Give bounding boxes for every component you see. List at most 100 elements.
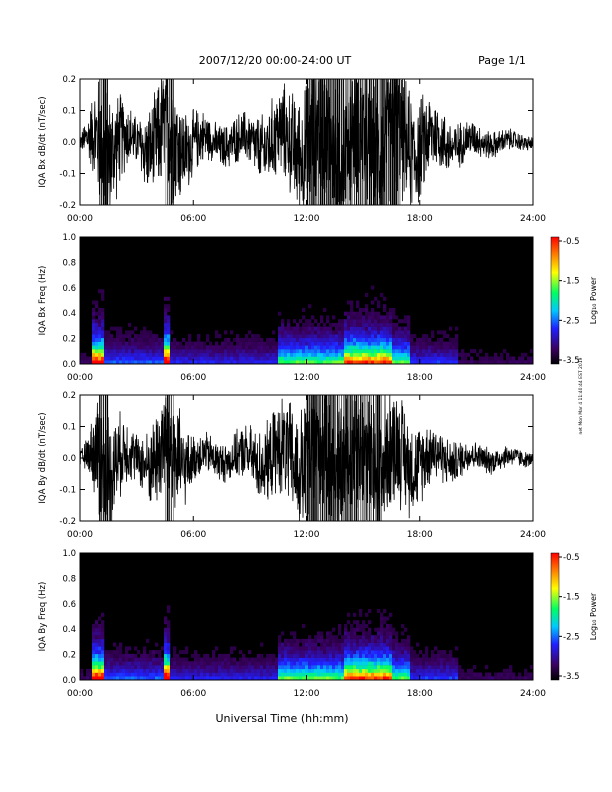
spectrogram-cell (377, 319, 381, 324)
spectrogram-cell (140, 341, 144, 346)
spectrogram-cell (227, 360, 231, 365)
spectrogram-cell (227, 676, 231, 681)
spectrogram-cell (206, 356, 210, 361)
spectrogram-cell (146, 638, 150, 643)
spectrogram-cell (302, 330, 306, 335)
spectrogram-cell (200, 668, 204, 673)
y-tick-label: -0.2 (59, 201, 76, 211)
series-bx-timeseries (79, 78, 534, 206)
spectrogram-cell (371, 285, 375, 290)
spectrogram-cell (359, 334, 363, 339)
spectrogram-cell (380, 326, 384, 331)
spectrogram-cell (359, 322, 363, 327)
spectrogram-cell (167, 609, 171, 613)
spectrogram-cell (365, 653, 369, 658)
spectrogram-cell (410, 356, 414, 361)
spectrogram-cell (188, 676, 192, 681)
spectrogram-cell (248, 650, 252, 655)
spectrogram-cell (257, 676, 261, 681)
spectrogram-cell (185, 665, 189, 670)
spectrogram-cell (332, 322, 336, 327)
spectrogram-cell (386, 341, 390, 346)
spectrogram-cell (281, 631, 285, 636)
spectrogram-cell (488, 672, 492, 677)
spectrogram-cell (122, 334, 126, 339)
spectrogram-cell (488, 356, 492, 361)
spectrogram-cell (377, 345, 381, 350)
spectrogram-cell (296, 341, 300, 346)
spectrogram-cell (161, 337, 165, 342)
spectrogram-cell (329, 650, 333, 655)
spectrogram-cell (398, 676, 402, 681)
spectrogram-cell (101, 345, 105, 350)
spectrogram-cell (416, 349, 420, 354)
spectrogram-cell (314, 650, 318, 655)
spectrogram-cell (326, 635, 330, 640)
spectrogram-cell (251, 352, 255, 357)
spectrogram-cell (290, 665, 294, 670)
spectrogram-cell (362, 635, 366, 640)
spectrogram-cell (377, 657, 381, 662)
spectrogram-cell (320, 653, 324, 658)
spectrogram-cell (338, 668, 342, 673)
spectrogram-cell (446, 665, 450, 670)
spectrogram-cell (311, 345, 315, 350)
spectrogram-cell (350, 668, 354, 673)
spectrogram-cell (419, 650, 423, 655)
spectrogram-cell (263, 341, 267, 346)
spectrogram-cell (365, 319, 369, 324)
spectrogram-cell (392, 352, 396, 357)
spectrogram-cell (161, 352, 165, 357)
spectrogram-cell (518, 676, 522, 681)
spectrogram-cell (431, 334, 435, 339)
spectrogram-cell (149, 337, 153, 342)
spectrogram-cell (290, 631, 294, 636)
spectrogram-cell (287, 646, 291, 651)
spectrogram-cell (308, 672, 312, 677)
spectrogram-cell (266, 345, 270, 350)
spectrogram-cell (383, 360, 387, 365)
y-tick-label: 0.8 (62, 574, 76, 584)
spectrogram-cell (170, 356, 174, 361)
spectrogram-cell (113, 326, 117, 331)
spectrogram-cell (395, 360, 399, 365)
spectrogram-cell (134, 349, 138, 354)
spectrogram-cell (362, 337, 366, 342)
spectrogram-cell (410, 657, 414, 662)
spectrogram-cell (101, 642, 105, 647)
spectrogram-cell (353, 638, 357, 643)
spectrogram-cell (413, 352, 417, 357)
spectrogram-cell (200, 352, 204, 357)
spectrogram-cell (347, 334, 351, 339)
spectrogram-cell (389, 635, 393, 640)
spectrogram-cell (281, 668, 285, 673)
spectrogram-cell (404, 668, 408, 673)
spectrogram-cell (170, 349, 174, 354)
spectrogram-cell (140, 676, 144, 681)
spectrogram-cell (101, 289, 105, 294)
spectrogram-cell (290, 653, 294, 658)
spectrogram-cell (338, 638, 342, 643)
spectrogram-cell (446, 672, 450, 677)
spectrogram-cell (212, 668, 216, 673)
spectrogram-cell (371, 635, 375, 640)
spectrogram-cell (284, 646, 288, 651)
spectrogram-cell (278, 311, 282, 316)
spectrogram-cell (320, 337, 324, 342)
spectrogram-cell (236, 352, 240, 357)
spectrogram-cell (257, 334, 261, 339)
spectrogram-cell (431, 356, 435, 361)
spectrogram-cell (143, 360, 147, 365)
spectrogram-cell (344, 337, 348, 342)
spectrogram-cell (314, 657, 318, 662)
spectrogram-cell (350, 627, 354, 632)
spectrogram-cell (371, 341, 375, 346)
spectrogram-cell (455, 676, 459, 681)
spectrogram-cell (131, 668, 135, 673)
spectrogram-cell (344, 356, 348, 361)
spectrogram-cell (167, 360, 171, 365)
spectrogram-cell (179, 657, 183, 662)
spectrogram-cell (284, 341, 288, 346)
spectrogram-cell (239, 665, 243, 670)
spectrogram-cell (92, 661, 96, 666)
